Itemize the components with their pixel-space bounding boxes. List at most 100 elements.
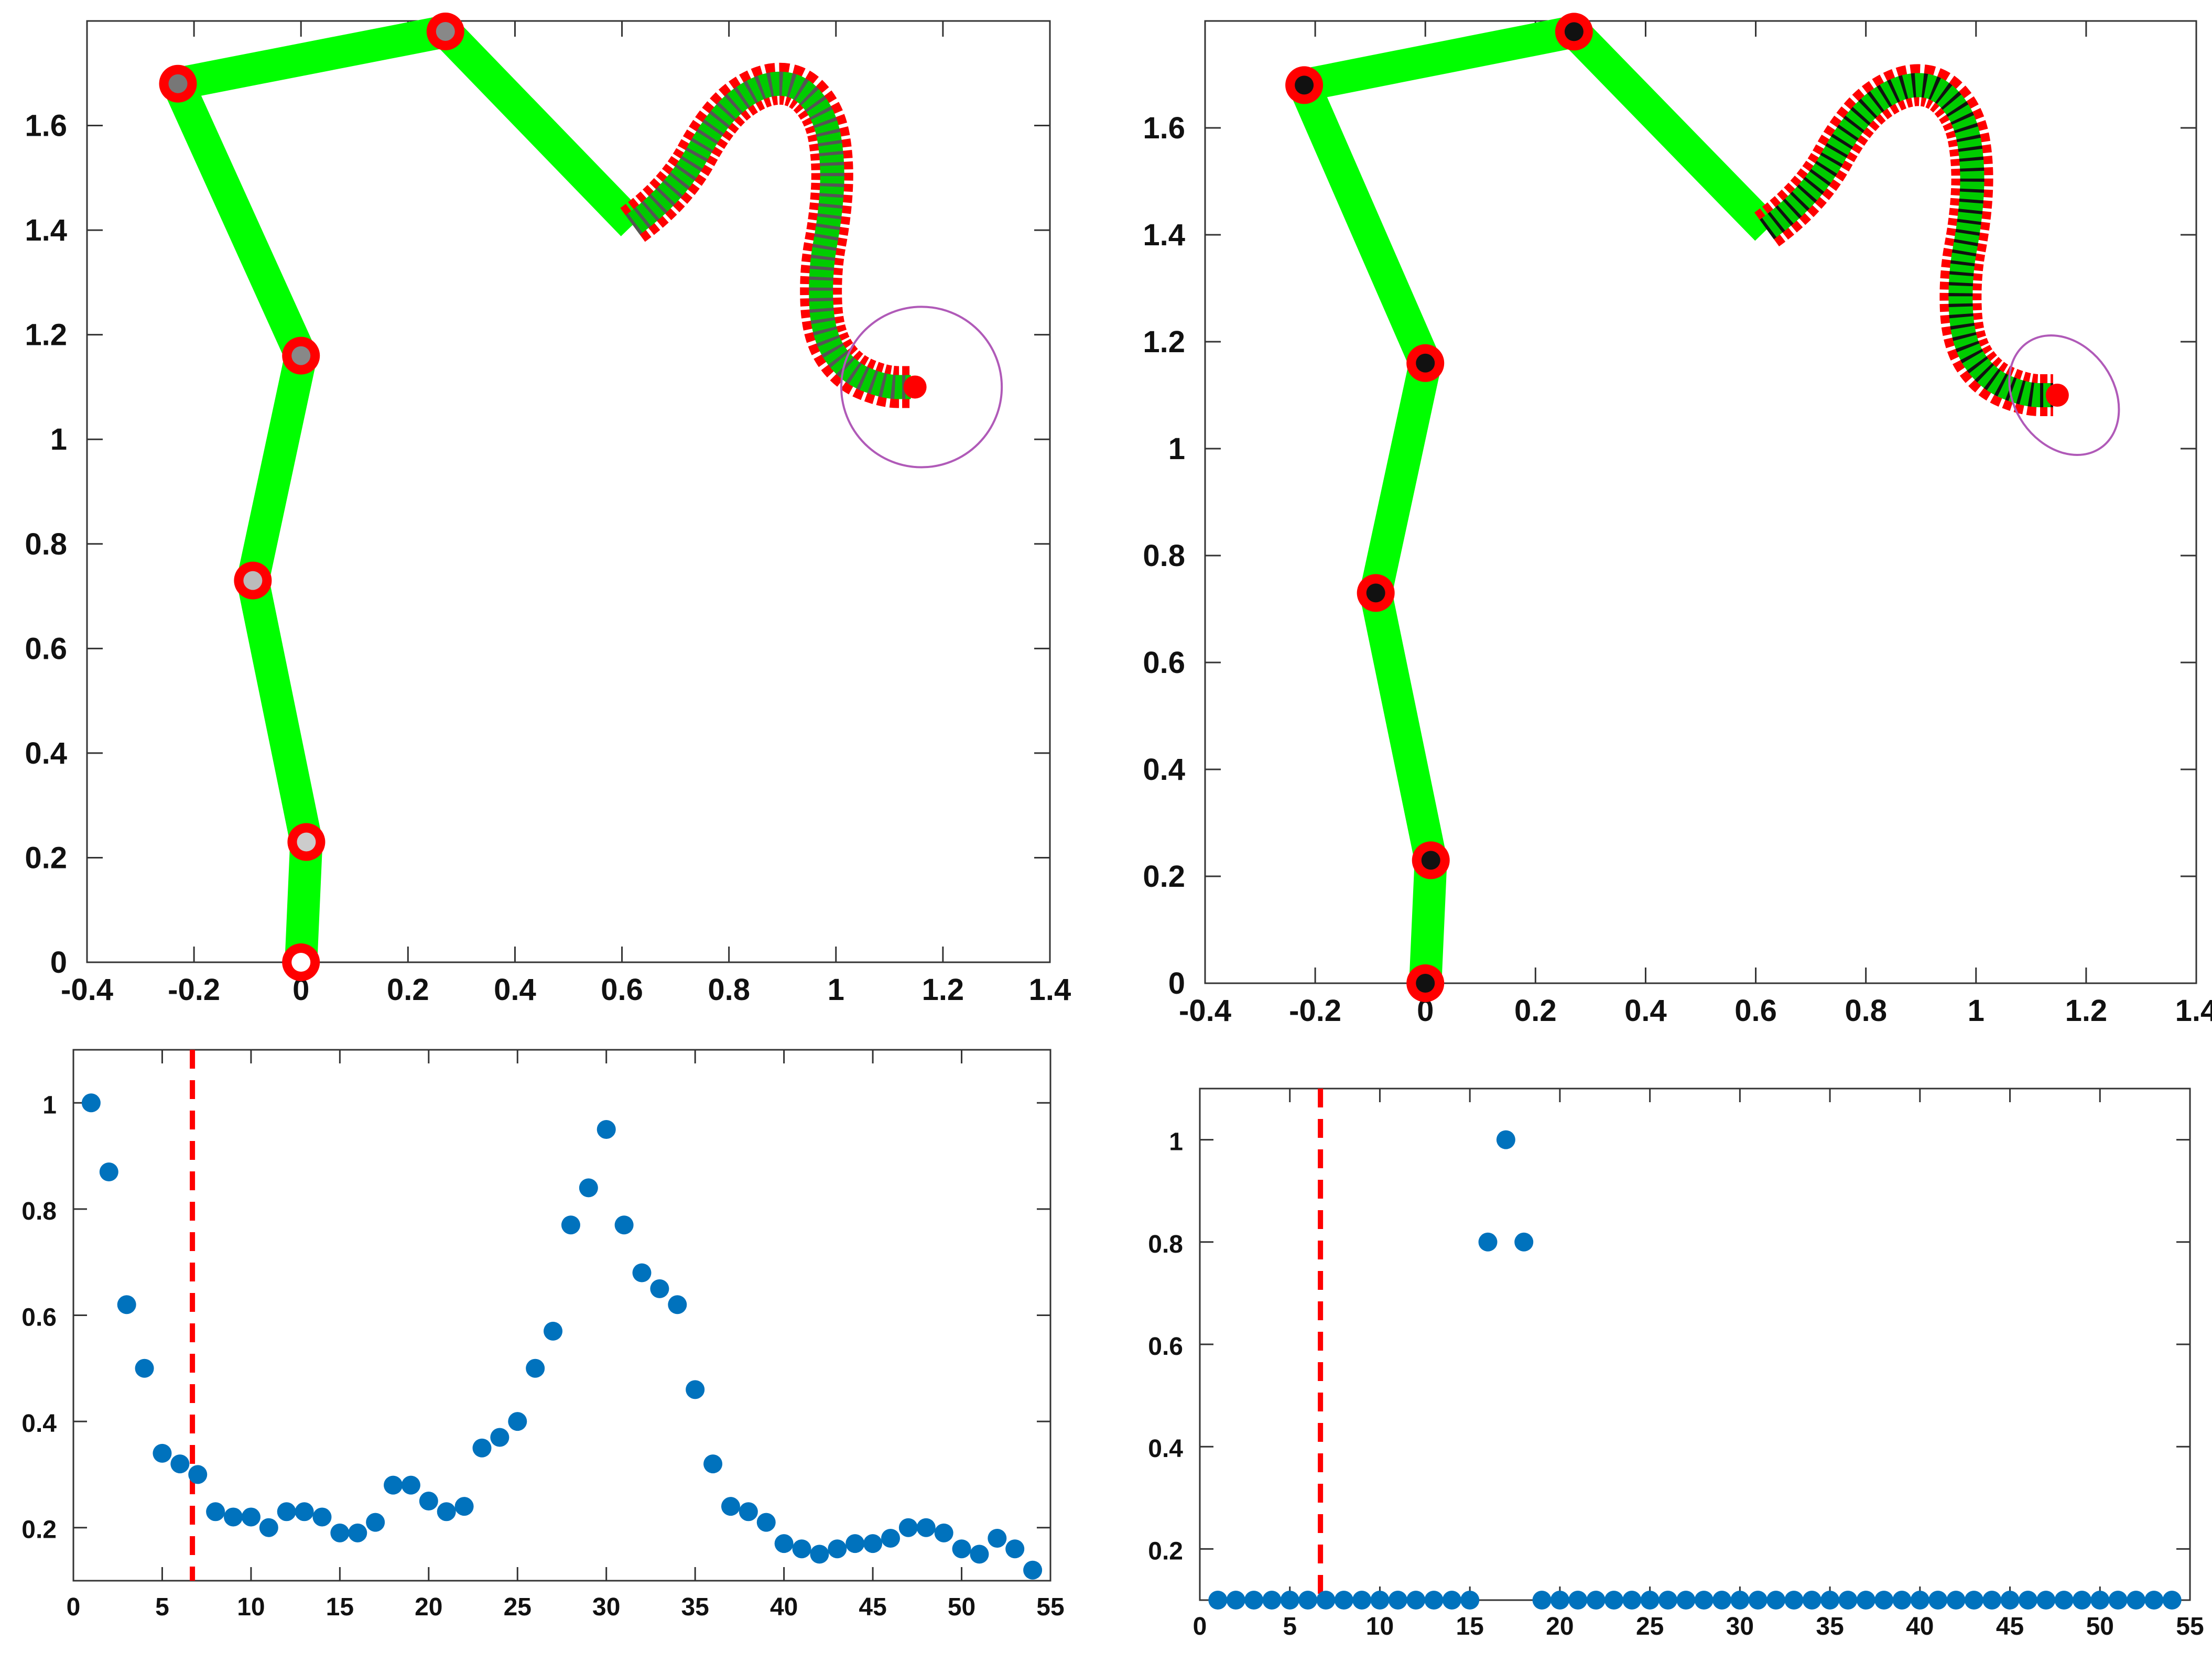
- joint-center: [297, 832, 316, 852]
- data-point: [153, 1443, 172, 1463]
- x-tick-label: 5: [1283, 1613, 1297, 1640]
- target-ellipse: [2008, 334, 2120, 456]
- y-tick-label: 1.6: [25, 109, 67, 143]
- y-tick-label: 1.4: [25, 213, 67, 247]
- y-tick-label: 0.6: [1148, 1333, 1183, 1361]
- joint-center: [291, 346, 311, 365]
- data-point: [1586, 1591, 1606, 1610]
- y-tick-label: 0.4: [1143, 753, 1185, 787]
- data-point: [2162, 1591, 2182, 1610]
- x-tick-label: 55: [1036, 1593, 1064, 1621]
- data-point: [881, 1528, 900, 1548]
- data-point: [1442, 1591, 1461, 1610]
- data-point: [401, 1475, 420, 1495]
- data-point: [1766, 1591, 1786, 1610]
- data-point: [170, 1454, 190, 1474]
- data-point: [348, 1523, 367, 1542]
- data-point: [1982, 1591, 2002, 1610]
- data-point: [1496, 1130, 1515, 1149]
- data-point: [686, 1380, 705, 1399]
- continuum-section-core: [1759, 73, 2053, 407]
- data-point: [366, 1513, 385, 1532]
- data-point: [117, 1295, 136, 1314]
- data-point: [2090, 1591, 2110, 1610]
- x-tick-label: -0.2: [168, 973, 220, 1007]
- data-point: [1712, 1591, 1732, 1610]
- joint-center: [1295, 75, 1314, 95]
- y-tick-label: 0.6: [1143, 646, 1185, 680]
- data-point: [1946, 1591, 1966, 1610]
- y-tick-label: 1.2: [25, 318, 67, 352]
- data-point: [614, 1215, 634, 1235]
- data-point: [828, 1539, 847, 1559]
- data-point: [810, 1545, 829, 1564]
- data-point: [898, 1518, 918, 1537]
- data-point: [419, 1492, 438, 1511]
- data-point: [1820, 1591, 1840, 1610]
- target-circle: [840, 306, 1003, 469]
- y-tick-label: 0.4: [25, 736, 67, 770]
- data-point: [579, 1178, 598, 1198]
- x-tick-label: 1.2: [2065, 994, 2108, 1028]
- data-point: [561, 1215, 580, 1235]
- x-tick-label: -0.2: [1289, 994, 1341, 1028]
- x-tick-label: 20: [1546, 1613, 1574, 1640]
- x-tick-label: 20: [415, 1593, 442, 1621]
- x-tick-label: 0: [67, 1593, 81, 1621]
- joint-center: [436, 21, 455, 41]
- data-point: [241, 1507, 261, 1527]
- x-tick-label: 35: [1816, 1613, 1844, 1640]
- data-point: [295, 1502, 314, 1521]
- data-point: [988, 1528, 1007, 1548]
- data-point: [1604, 1591, 1623, 1610]
- data-point: [437, 1502, 456, 1521]
- data-point: [1514, 1232, 1534, 1252]
- data-point: [792, 1539, 811, 1559]
- data-point: [1023, 1560, 1043, 1580]
- joint-center: [243, 571, 263, 590]
- x-tick-label: 10: [237, 1593, 265, 1621]
- x-tick-label: 0.2: [387, 973, 429, 1007]
- data-point: [1856, 1591, 1875, 1610]
- x-tick-label: 0.4: [494, 973, 536, 1007]
- x-tick-label: 0.6: [1734, 994, 1777, 1028]
- x-tick-label: -0.4: [61, 973, 113, 1007]
- data-point: [1424, 1591, 1444, 1610]
- data-point: [916, 1518, 936, 1537]
- data-point: [277, 1502, 296, 1521]
- data-point: [490, 1428, 509, 1447]
- x-tick-label: 45: [859, 1593, 886, 1621]
- data-point: [1802, 1591, 1821, 1610]
- data-point: [1550, 1591, 1569, 1610]
- y-tick-label: 0.2: [21, 1516, 57, 1544]
- plot-frame: [1199, 1088, 2191, 1601]
- y-tick-label: 1: [1168, 432, 1185, 466]
- x-tick-label: 25: [504, 1593, 532, 1621]
- data-point: [1568, 1591, 1588, 1610]
- data-point: [1208, 1591, 1228, 1610]
- data-point: [668, 1295, 687, 1314]
- y-tick-label: 1: [42, 1091, 57, 1119]
- data-point: [2018, 1591, 2037, 1610]
- y-tick-label: 0.8: [21, 1198, 57, 1225]
- joint-center: [1416, 353, 1435, 373]
- x-tick-label: 45: [1996, 1613, 2024, 1640]
- x-tick-label: 40: [1906, 1613, 1934, 1640]
- y-tick-label: 0.2: [25, 841, 67, 875]
- x-tick-label: 0: [1193, 1613, 1207, 1640]
- data-point: [1280, 1591, 1299, 1610]
- data-point: [312, 1507, 332, 1527]
- data-point: [1640, 1591, 1660, 1610]
- data-point: [384, 1475, 403, 1495]
- x-tick-label: 35: [681, 1593, 709, 1621]
- data-point: [597, 1119, 616, 1139]
- data-point: [135, 1358, 154, 1378]
- data-point: [1388, 1591, 1407, 1610]
- x-tick-label: 15: [326, 1593, 354, 1621]
- data-point: [1478, 1232, 1498, 1252]
- data-point: [1316, 1591, 1336, 1610]
- data-point: [2108, 1591, 2128, 1610]
- joint-center: [1421, 851, 1440, 870]
- data-point: [739, 1502, 758, 1521]
- data-point: [1406, 1591, 1426, 1610]
